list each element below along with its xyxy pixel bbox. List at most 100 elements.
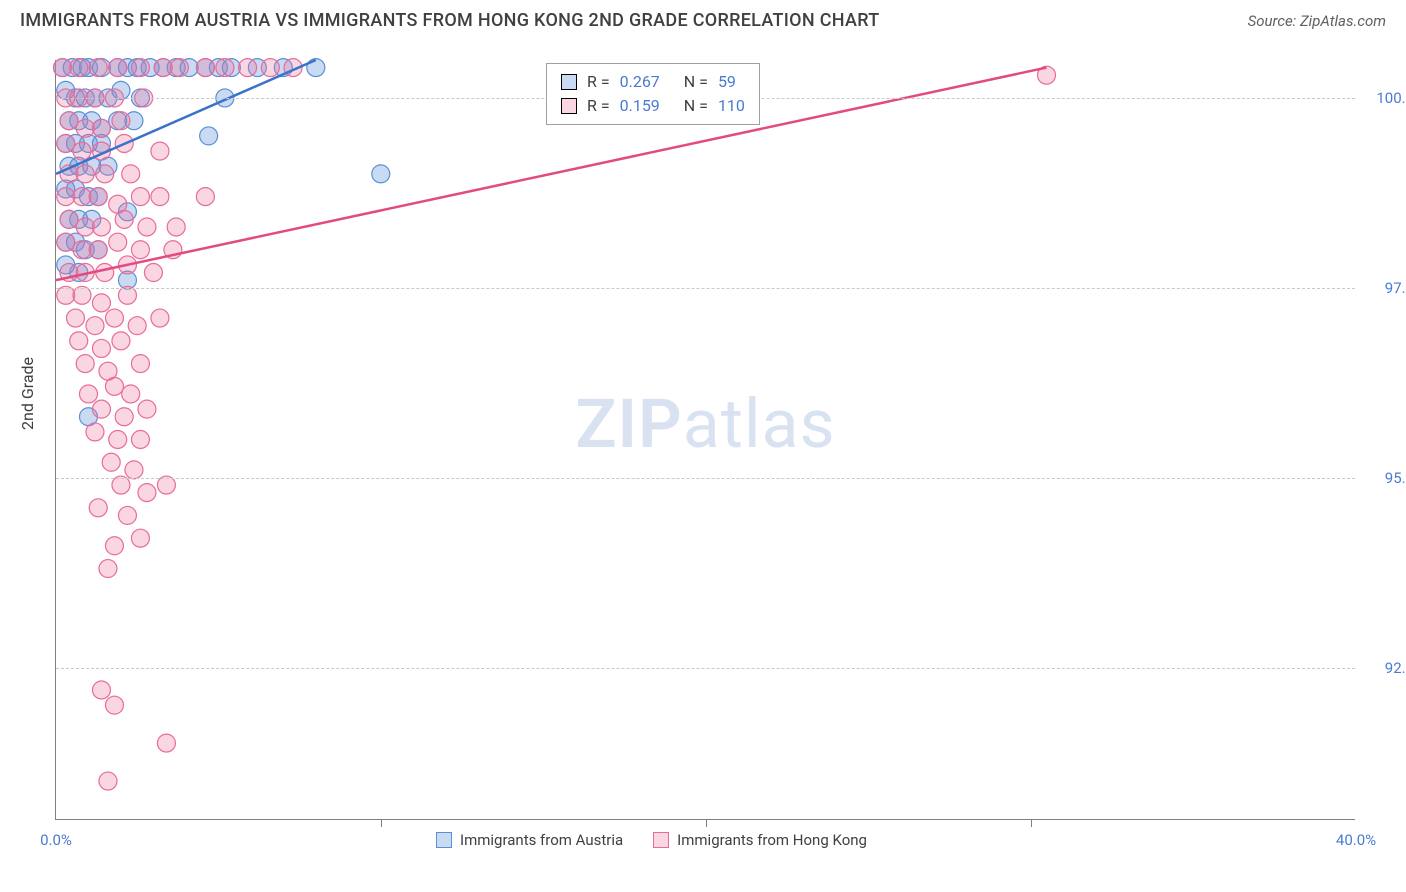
data-point xyxy=(76,165,94,183)
data-point xyxy=(60,112,78,130)
ytick-label: 95.0% xyxy=(1365,469,1406,487)
data-point xyxy=(73,241,91,259)
xtick-label: 40.0% xyxy=(1336,831,1376,849)
data-point xyxy=(76,218,94,236)
data-point xyxy=(372,165,390,183)
y-axis-label: 2nd Grade xyxy=(18,357,37,430)
data-point xyxy=(115,408,133,426)
data-point xyxy=(86,423,104,441)
data-point xyxy=(122,385,140,403)
data-point xyxy=(167,218,185,236)
data-point xyxy=(170,59,188,77)
data-point xyxy=(76,355,94,373)
data-point xyxy=(131,188,149,206)
data-point xyxy=(118,506,136,524)
ytick-label: 92.5% xyxy=(1365,659,1406,677)
data-point xyxy=(125,461,143,479)
swatch-pink-icon xyxy=(653,832,669,848)
data-point xyxy=(105,696,123,714)
data-point xyxy=(138,484,156,502)
data-point xyxy=(57,233,75,251)
header: IMMIGRANTS FROM AUSTRIA VS IMMIGRANTS FR… xyxy=(0,0,1406,41)
data-point xyxy=(109,59,127,77)
data-point xyxy=(154,59,172,77)
source-label: Source: ZipAtlas.com xyxy=(1248,12,1386,30)
data-point xyxy=(138,218,156,236)
data-point xyxy=(92,400,110,418)
data-point xyxy=(89,241,107,259)
data-point xyxy=(70,59,88,77)
xtick-label: 0.0% xyxy=(40,831,72,849)
correlation-stats-box: R = 0.267 N = 59 R = 0.159 N = 110 xyxy=(546,63,760,125)
data-point xyxy=(131,355,149,373)
data-point xyxy=(102,453,120,471)
data-point xyxy=(128,317,146,335)
data-point xyxy=(99,560,117,578)
swatch-blue-icon xyxy=(561,74,577,90)
chart-area: ZIPatlas 92.5%95.0%97.5%100.0% 0.0%40.0%… xyxy=(55,60,1355,820)
legend-item-austria: Immigrants from Austria xyxy=(436,831,623,849)
data-point xyxy=(60,210,78,228)
legend-bottom: Immigrants from Austria Immigrants from … xyxy=(436,831,867,849)
gridline xyxy=(56,668,1355,669)
data-point xyxy=(79,385,97,403)
data-point xyxy=(109,431,127,449)
data-point xyxy=(157,734,175,752)
swatch-blue-icon xyxy=(436,832,452,848)
data-point xyxy=(151,142,169,160)
xtick xyxy=(381,819,382,827)
data-point xyxy=(138,400,156,418)
ytick-label: 97.5% xyxy=(1365,279,1406,297)
data-point xyxy=(151,309,169,327)
xtick xyxy=(1031,819,1032,827)
data-point xyxy=(216,59,234,77)
data-point xyxy=(89,188,107,206)
data-point xyxy=(109,233,127,251)
data-point xyxy=(131,241,149,259)
data-point xyxy=(200,127,218,145)
data-point xyxy=(89,59,107,77)
chart-title: IMMIGRANTS FROM AUSTRIA VS IMMIGRANTS FR… xyxy=(20,10,880,31)
data-point xyxy=(131,59,149,77)
data-point xyxy=(57,135,75,153)
data-point xyxy=(131,431,149,449)
data-point xyxy=(54,59,72,77)
data-point xyxy=(115,210,133,228)
stat-row-hongkong: R = 0.159 N = 110 xyxy=(561,94,745,118)
data-point xyxy=(196,59,214,77)
data-point xyxy=(122,165,140,183)
ytick-label: 100.0% xyxy=(1365,89,1406,107)
data-point xyxy=(261,59,279,77)
data-point xyxy=(96,264,114,282)
data-point xyxy=(86,317,104,335)
data-point xyxy=(92,218,110,236)
data-point xyxy=(99,772,117,790)
data-point xyxy=(92,294,110,312)
gridline xyxy=(56,288,1355,289)
swatch-pink-icon xyxy=(561,98,577,114)
data-point xyxy=(73,188,91,206)
data-point xyxy=(73,142,91,160)
scatter-plot xyxy=(56,60,1355,819)
data-point xyxy=(151,188,169,206)
data-point xyxy=(105,537,123,555)
data-point xyxy=(76,119,94,137)
data-point xyxy=(92,339,110,357)
data-point xyxy=(105,377,123,395)
data-point xyxy=(196,188,214,206)
data-point xyxy=(89,499,107,517)
data-point xyxy=(92,119,110,137)
data-point xyxy=(105,309,123,327)
xtick xyxy=(706,819,707,827)
data-point xyxy=(112,112,130,130)
data-point xyxy=(70,332,88,350)
gridline xyxy=(56,478,1355,479)
stat-row-austria: R = 0.267 N = 59 xyxy=(561,70,745,94)
data-point xyxy=(239,59,257,77)
data-point xyxy=(66,309,84,327)
data-point xyxy=(131,529,149,547)
data-point xyxy=(96,165,114,183)
data-point xyxy=(57,188,75,206)
data-point xyxy=(92,681,110,699)
data-point xyxy=(144,264,162,282)
